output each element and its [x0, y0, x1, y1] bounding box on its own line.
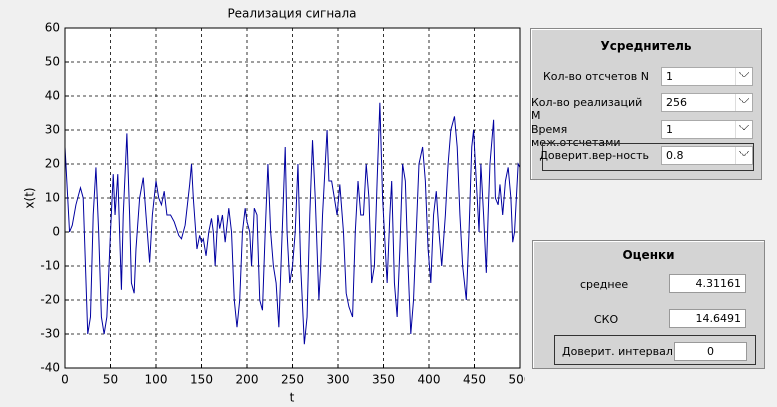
y-tick-label: 0: [52, 225, 60, 239]
y-tick-label: 20: [45, 157, 60, 171]
field-label: Время меж.отсчетами: [531, 123, 621, 149]
y-tick-label: -20: [40, 293, 60, 307]
x-tick-label: 200: [236, 373, 259, 387]
plot-frame: [64, 27, 521, 369]
y-tick-label: -40: [40, 361, 60, 375]
chart: Реализация сигнала t x(t) -40 -30 -20 -10 0 1…: [23, 7, 526, 405]
signal-line: [64, 102, 521, 345]
field-label: Доверит.вер-ность: [539, 149, 649, 162]
y-tick-label: 30: [45, 123, 60, 137]
x-tick-label: 250: [281, 373, 304, 387]
field-label: Кол-во реализаций M: [531, 96, 643, 122]
estimates-panel: Оценки среднее 4.31161 СКО 14.6491 Довер…: [532, 240, 765, 369]
y-tick-label: 50: [45, 55, 60, 69]
x-tick-label: 150: [190, 373, 213, 387]
output-box: 0: [674, 342, 747, 361]
y-label: x(t): [23, 187, 37, 208]
output-box: 14.6491: [669, 309, 746, 328]
y-tick-label: 40: [45, 89, 60, 103]
x-tick-label: 350: [372, 373, 395, 387]
output-box: 4.31161: [669, 274, 746, 293]
field-label: Доверит. интервал: [562, 345, 673, 358]
panel-title: Оценки: [622, 248, 675, 262]
x-tick-label: 400: [418, 373, 441, 387]
dropdown[interactable]: 256: [661, 93, 753, 112]
field-label: среднее: [580, 278, 629, 291]
y-tick-label: 10: [45, 191, 60, 205]
x-label: t: [290, 391, 295, 405]
subframe: [542, 143, 754, 171]
x-tick-label: 500: [509, 373, 525, 387]
field-label: Кол-во отсчетов N: [542, 70, 649, 83]
x-tick-label: 50: [103, 373, 118, 387]
averager-panel: Усреднитель Кол-во отсчетов N 1 Кол-во р…: [530, 28, 762, 180]
x-tick-label: 450: [463, 373, 486, 387]
y-tick-label: -10: [40, 259, 60, 273]
x-tick-label: 100: [145, 373, 168, 387]
subframe: [554, 335, 756, 365]
x-tick-label: 300: [327, 373, 350, 387]
field-label: СКО: [594, 313, 619, 326]
dropdown[interactable]: 1: [661, 120, 753, 139]
dropdown[interactable]: 1: [661, 67, 753, 86]
y-tick-label: 60: [45, 21, 60, 35]
dropdown[interactable]: 0.8: [661, 146, 753, 165]
y-tick-label: -30: [40, 327, 60, 341]
chart-title: Реализация сигнала: [227, 7, 356, 21]
x-tick-label: 0: [61, 373, 69, 387]
panel-title: Усреднитель: [600, 39, 692, 53]
